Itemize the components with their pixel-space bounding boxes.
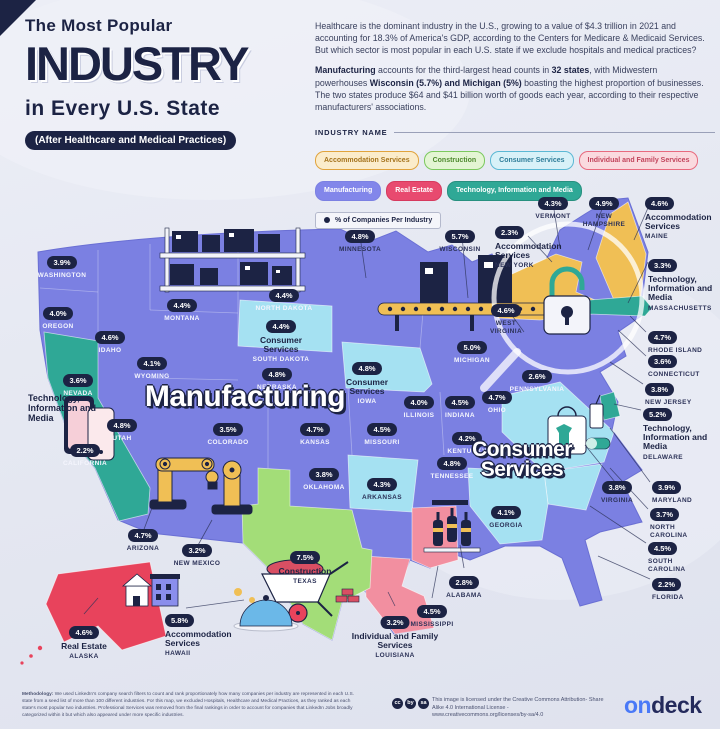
legend-pill-construction: Construction bbox=[423, 151, 486, 171]
shopping-bag-illustration bbox=[547, 394, 611, 455]
cc-by-icon: by bbox=[405, 698, 416, 709]
cc-sa-icon: sa bbox=[418, 698, 429, 709]
title-line1: The Most Popular bbox=[25, 16, 173, 35]
ondeck-logo: ondeck bbox=[624, 692, 702, 719]
corner-fold bbox=[0, 0, 36, 36]
state-louisiana bbox=[363, 555, 435, 635]
methodology-text: Methodology: We used LinkedIn's company … bbox=[22, 692, 354, 718]
legend-heading-label: INDUSTRY NAME bbox=[315, 128, 388, 137]
legend-pill-individual-and-family-services: Individual and Family Services bbox=[578, 151, 699, 171]
state-alaska bbox=[20, 561, 167, 665]
warehouse-shelf-illustration bbox=[159, 227, 306, 293]
title-block: The Most Popular INDUSTRY in Every U.S. … bbox=[25, 16, 310, 150]
houses-illustration bbox=[121, 573, 180, 607]
subtitle-pill: (After Healthcare and Medical Practices) bbox=[25, 131, 237, 150]
legend-pill-technology-information-and-media: Technology, Information and Media bbox=[446, 181, 582, 201]
ondeck-logo-deck: deck bbox=[651, 692, 702, 718]
license-text: This image is licensed under the Creativ… bbox=[432, 697, 604, 719]
legend-pill-consumer-services: Consumer Services bbox=[490, 151, 574, 171]
bottles-illustration bbox=[423, 500, 481, 553]
legend-note: % of Companies Per Industry bbox=[315, 211, 442, 229]
legend-pills: Accommodation Services Construction Consum… bbox=[315, 143, 715, 204]
state-arkansas bbox=[347, 454, 419, 513]
legend-heading: INDUSTRY NAME bbox=[315, 128, 715, 137]
legend-rule bbox=[393, 132, 715, 133]
intro-paragraph-1: Healthcare is the dominant industry in t… bbox=[315, 21, 705, 56]
title-line3: in Every U.S. State bbox=[25, 97, 221, 120]
intro-text: Healthcare is the dominant industry in t… bbox=[315, 20, 711, 121]
legend-pill-accommodation-services: Accommodation Services bbox=[315, 151, 419, 171]
legend-pill-real-estate: Real Estate bbox=[386, 181, 442, 201]
legend-note-label: % of Companies Per Industry bbox=[335, 216, 433, 224]
magnifier-lock-illustration bbox=[480, 221, 645, 392]
legend: INDUSTRY NAME Accommodation Services Cons… bbox=[315, 128, 715, 229]
state-south-dakota bbox=[237, 299, 333, 353]
percent-dot-icon bbox=[324, 216, 330, 223]
wheelbarrow-illustration bbox=[261, 559, 360, 623]
cc-cc-icon: cc bbox=[392, 698, 403, 709]
state-borders bbox=[39, 244, 445, 468]
methodology-label: Methodology: bbox=[22, 692, 54, 697]
cloche-illustration bbox=[233, 595, 299, 632]
state-iowa bbox=[341, 341, 433, 393]
legend-pill-manufacturing: Manufacturing bbox=[315, 181, 382, 201]
title-line2: INDUSTRY bbox=[25, 37, 250, 90]
robot-arm-illustration bbox=[149, 457, 253, 515]
cc-license-icons: cc by sa bbox=[392, 698, 429, 709]
intro-paragraph-2: Manufacturing accounts for the third-lar… bbox=[315, 65, 704, 112]
ondeck-logo-on: on bbox=[624, 692, 652, 718]
